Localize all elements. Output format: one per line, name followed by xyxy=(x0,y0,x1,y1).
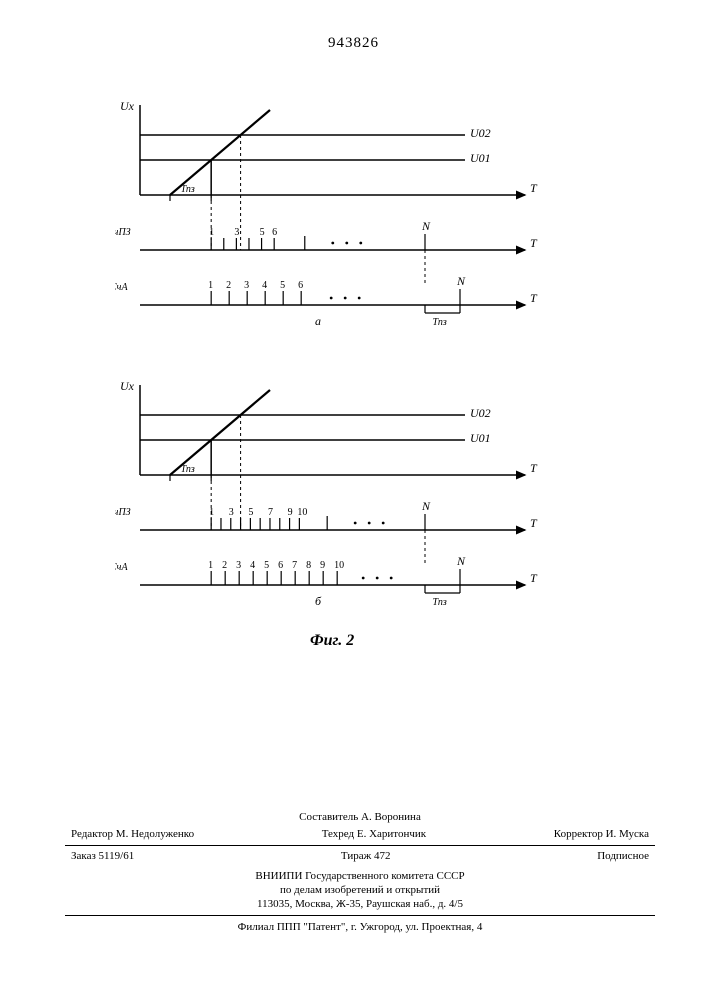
svg-text:T: T xyxy=(530,461,538,475)
svg-text:6: 6 xyxy=(272,227,277,238)
svg-text:Тпз: Тпз xyxy=(181,464,195,475)
svg-text:T: T xyxy=(530,291,538,305)
svg-text:U01: U01 xyxy=(470,431,491,445)
svg-text:3: 3 xyxy=(229,507,234,518)
branch-line: Филиал ППП "Патент", г. Ужгород, ул. Про… xyxy=(65,916,655,939)
publisher-block: ВНИИПИ Государственного комитета СССР по… xyxy=(65,867,655,917)
svg-text:2: 2 xyxy=(226,280,231,291)
svg-text:N: N xyxy=(421,499,431,513)
svg-text:T: T xyxy=(530,236,538,250)
svg-text:5: 5 xyxy=(264,560,269,571)
svg-text:2: 2 xyxy=(222,560,227,571)
svg-text:7: 7 xyxy=(292,560,297,571)
svg-text:8: 8 xyxy=(306,560,311,571)
svg-text:3: 3 xyxy=(244,280,249,291)
svg-text:6: 6 xyxy=(278,560,283,571)
svg-text:1: 1 xyxy=(208,280,213,291)
author-line: Составитель А. Воронина xyxy=(65,810,655,825)
svg-text:U02: U02 xyxy=(470,406,491,420)
svg-text:а: а xyxy=(315,314,321,328)
svg-text:N: N xyxy=(456,554,466,568)
svg-text:4: 4 xyxy=(262,280,267,291)
svg-text:5: 5 xyxy=(280,280,285,291)
publisher-line-2: по делам изобретений и открытий xyxy=(65,883,655,897)
svg-text:T: T xyxy=(530,516,538,530)
svg-text:N: N xyxy=(456,274,466,288)
svg-text:Тпз: Тпз xyxy=(433,597,447,608)
svg-text:5: 5 xyxy=(260,227,265,238)
svg-text:СчА: СчА xyxy=(115,282,128,293)
svg-text:6: 6 xyxy=(298,280,303,291)
svg-text:10: 10 xyxy=(334,560,344,571)
svg-text:Тпз: Тпз xyxy=(433,317,447,328)
svg-text:1: 1 xyxy=(208,560,213,571)
svg-text:U01: U01 xyxy=(470,151,491,165)
document-number: 943826 xyxy=(0,35,707,52)
svg-text:б: б xyxy=(315,594,322,608)
svg-text:9: 9 xyxy=(288,507,293,518)
order-label: Заказ 5119/61 xyxy=(71,849,134,864)
svg-text:9: 9 xyxy=(320,560,325,571)
svg-text:1: 1 xyxy=(209,227,214,238)
figure-2: UхTU02U01ТпзСчПЗT1356NСчАT123456NТпзаUхT… xyxy=(115,100,565,700)
svg-text:Uх: Uх xyxy=(120,379,135,393)
circulation-label: Тираж 472 xyxy=(341,849,391,864)
svg-text:Uх: Uх xyxy=(120,100,135,113)
publisher-line-1: ВНИИПИ Государственного комитета СССР xyxy=(65,869,655,883)
diagram-svg: UхTU02U01ТпзСчПЗT1356NСчАT123456NТпзаUхT… xyxy=(115,100,565,700)
svg-text:7: 7 xyxy=(268,507,273,518)
svg-text:СчА: СчА xyxy=(115,562,128,573)
subscription-label: Подписное xyxy=(597,849,649,864)
svg-text:СчПЗ: СчПЗ xyxy=(115,507,131,518)
svg-text:3: 3 xyxy=(234,227,239,238)
svg-text:Тпз: Тпз xyxy=(181,184,195,195)
svg-text:U02: U02 xyxy=(470,126,491,140)
techred-label: Техред Е. Харитончик xyxy=(322,827,426,842)
svg-text:T: T xyxy=(530,181,538,195)
svg-text:N: N xyxy=(421,219,431,233)
svg-text:5: 5 xyxy=(248,507,253,518)
svg-text:Фиг. 2: Фиг. 2 xyxy=(310,632,354,649)
svg-text:1: 1 xyxy=(209,507,214,518)
svg-text:T: T xyxy=(530,571,538,585)
svg-text:СчПЗ: СчПЗ xyxy=(115,227,131,238)
svg-text:3: 3 xyxy=(236,560,241,571)
corrector-label: Корректор И. Муска xyxy=(554,827,649,842)
publisher-line-3: 113035, Москва, Ж-35, Раушская наб., д. … xyxy=(65,897,655,911)
editor-label: Редактор М. Недолуженко xyxy=(71,827,194,842)
credits-block: Составитель А. Воронина Редактор М. Недо… xyxy=(65,810,655,939)
page: 943826 UхTU02U01ТпзСчПЗT1356NСчАT123456N… xyxy=(0,0,707,1000)
svg-text:10: 10 xyxy=(297,507,307,518)
svg-text:4: 4 xyxy=(250,560,255,571)
